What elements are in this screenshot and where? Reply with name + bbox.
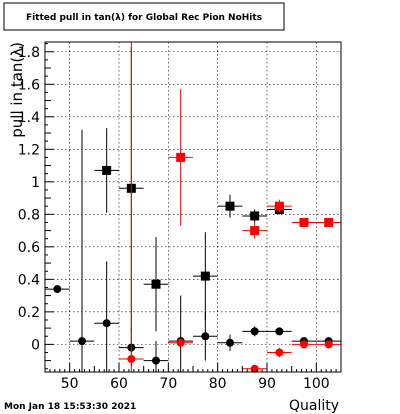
data-point — [267, 199, 292, 213]
grid — [45, 42, 341, 372]
axes: 50 60 70 80 90 100 0 0.2 0.4 0.6 0.8 1 1.2 1.4 1.6 1.8 — [18, 43, 342, 392]
y-tick-label: 1.8 — [18, 45, 40, 61]
data-point — [168, 89, 193, 226]
data-point — [217, 194, 243, 218]
title-box — [3, 2, 285, 31]
data-point — [242, 222, 267, 239]
data-point — [242, 209, 267, 223]
data-point — [291, 340, 317, 349]
circle-marker — [275, 348, 284, 357]
data-point — [193, 311, 218, 361]
data-point — [242, 326, 267, 337]
data-point — [45, 285, 70, 294]
data-marks — [45, 42, 341, 373]
square-marker — [250, 211, 260, 221]
data-point — [143, 341, 169, 372]
circle-marker — [176, 338, 185, 347]
square-marker — [274, 201, 284, 211]
circle-marker — [226, 338, 234, 347]
x-tick-label: 60 — [110, 376, 128, 392]
y-tick-label: 1.4 — [18, 110, 40, 126]
data-point — [168, 338, 193, 347]
y-tick-label: 1.2 — [18, 142, 40, 158]
square-marker — [200, 271, 210, 281]
circle-marker — [127, 354, 136, 363]
circle-marker — [201, 332, 210, 341]
circle-marker — [300, 340, 308, 349]
y-tick-label: 0 — [31, 337, 40, 353]
square-marker — [250, 226, 260, 236]
data-point — [193, 232, 218, 320]
x-axis-label: Quality — [289, 398, 339, 414]
x-tick-label: 100 — [303, 376, 330, 392]
data-point — [316, 217, 341, 227]
square-marker — [225, 201, 235, 211]
x-tick-label: 80 — [209, 376, 227, 392]
x-tick-label: 50 — [61, 376, 79, 392]
data-point — [143, 237, 169, 332]
timestamp: Mon Jan 18 15:53:30 2021 — [4, 402, 136, 412]
data-point — [291, 217, 317, 227]
data-point — [69, 129, 95, 372]
circle-marker — [78, 337, 86, 346]
y-tick-label: 0.8 — [18, 207, 40, 223]
data-point — [119, 42, 144, 372]
data-point — [217, 334, 243, 351]
y-tick-label: 1 — [31, 175, 40, 191]
y-tick-label: 0.4 — [18, 272, 40, 288]
y-tick-label: 1.6 — [18, 77, 40, 93]
x-tick-label: 90 — [258, 376, 276, 392]
data-point — [94, 261, 119, 372]
circle-marker — [250, 327, 259, 336]
y-tick-label: 0.2 — [18, 305, 40, 321]
circle-marker — [102, 319, 111, 328]
data-point — [316, 340, 341, 349]
square-marker — [299, 217, 309, 227]
data-point — [267, 347, 292, 358]
square-marker — [151, 279, 161, 289]
circle-marker — [275, 327, 284, 336]
y-tick-label: 0.6 — [18, 240, 40, 256]
chart-title: Fitted pull in tan(λ) for Global Rec Pio… — [26, 13, 262, 23]
circle-marker — [324, 340, 333, 349]
data-point — [267, 327, 292, 336]
data-point — [168, 295, 193, 372]
circle-marker — [152, 356, 160, 365]
plot-frame — [44, 41, 342, 373]
square-marker — [176, 152, 186, 162]
circle-marker — [53, 285, 62, 294]
data-point — [94, 128, 119, 213]
x-tick-label: 70 — [159, 376, 177, 392]
square-marker — [102, 165, 112, 175]
square-marker — [324, 217, 334, 227]
y-axis-label: pull in tan(λ) — [8, 42, 26, 138]
